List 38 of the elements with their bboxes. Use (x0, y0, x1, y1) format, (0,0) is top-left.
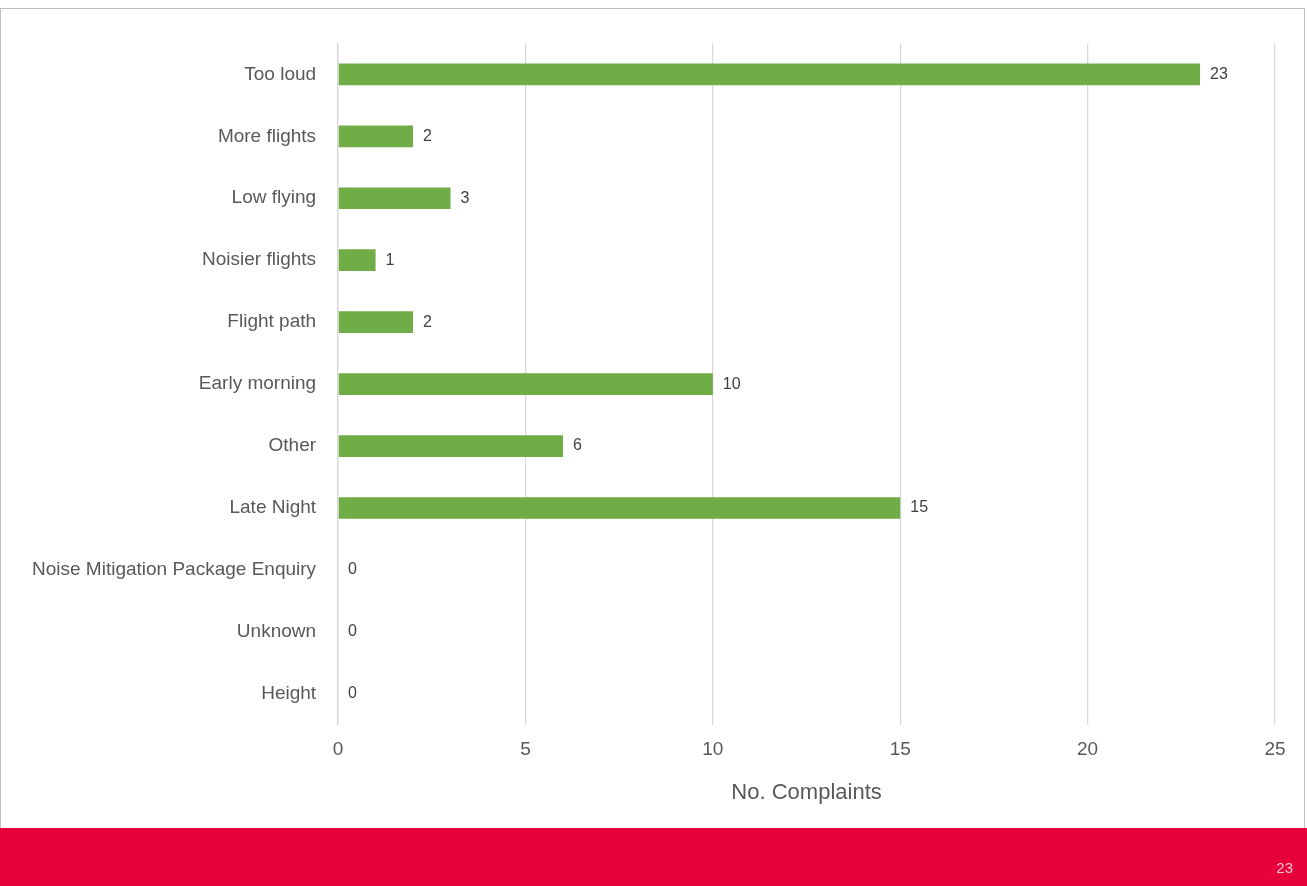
y-tick-label: Noisier flights (202, 248, 317, 270)
x-axis-title: No. Complaints (731, 778, 882, 804)
bar (338, 125, 414, 148)
data-label: 1 (385, 250, 395, 268)
y-tick-label: Low flying (231, 186, 317, 208)
data-label: 15 (910, 498, 929, 516)
y-tick-label: More flights (217, 124, 317, 146)
bar (338, 497, 901, 519)
y-tick-label: Early morning (198, 372, 317, 394)
data-label: 23 (1210, 64, 1228, 82)
y-tick-label: Late Night (229, 496, 317, 518)
bar (338, 373, 713, 395)
data-label: 10 (722, 374, 741, 392)
x-tick-label: 5 (520, 738, 531, 760)
data-label: 0 (348, 684, 358, 702)
x-tick-label: 20 (1077, 738, 1099, 760)
bar (338, 249, 376, 272)
y-tick-label: Height (261, 682, 317, 704)
data-label: 0 (348, 622, 358, 640)
data-label: 3 (460, 188, 470, 206)
x-tick-label: 15 (889, 738, 911, 760)
y-tick-label: Flight path (227, 310, 317, 332)
data-label: 6 (572, 436, 582, 454)
data-label: 0 (348, 560, 358, 578)
data-label: 2 (423, 312, 433, 330)
text: 23 (1276, 859, 1293, 876)
data-label: 2 (423, 126, 433, 144)
bar (338, 63, 1201, 86)
y-tick-label: Other (268, 434, 317, 456)
bar (338, 311, 414, 333)
x-tick-label: 10 (702, 738, 724, 760)
y-tick-label: Noise Mitigation Package Enquiry (32, 558, 317, 580)
y-tick-label: Unknown (236, 620, 317, 642)
x-tick-label: 25 (1264, 738, 1286, 760)
bar (338, 187, 451, 210)
y-tick-label: Too loud (244, 62, 317, 84)
x-tick-label: 0 (332, 738, 344, 760)
bar (338, 435, 563, 457)
